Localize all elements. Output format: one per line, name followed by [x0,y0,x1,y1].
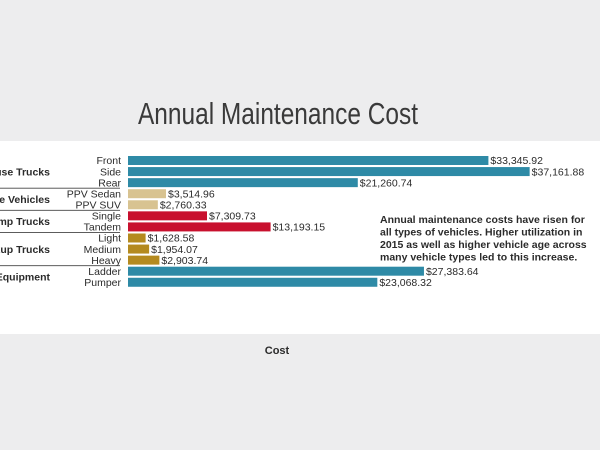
bar [128,255,160,265]
bar [128,266,424,276]
category-label: Ladder [88,266,121,278]
bar [128,211,208,221]
bar [128,200,158,210]
value-label: $2,903.74 [161,255,208,267]
group-label: ce Vehicles [0,194,50,206]
chart-title: Annual Maintenance Cost [138,96,418,131]
category-label: Heavy [91,255,122,267]
annotation-line: Annual maintenance costs have risen for [380,214,585,226]
bar [128,167,530,177]
value-label: $27,383.64 [426,266,479,278]
group-label: mp Trucks [0,216,50,228]
bar [128,277,378,287]
category-label: Front [96,155,121,167]
bar-rows: Front $33,345.92 Side $37,161.88 Rear $21,260… [67,155,585,289]
bar [128,156,489,165]
value-label: $3,514.96 [168,188,215,200]
category-label: Rear [98,177,121,189]
annotation-line: 2015 as well as higher vehicle age acros… [380,239,587,251]
category-label: PPV Sedan [67,188,121,200]
bar [128,178,358,188]
category-label: Light [98,233,121,245]
value-label: $33,345.92 [490,155,543,167]
group-labels: use Trucks ce Vehicles mp Trucks kup Trucks… [0,166,120,283]
bar [128,222,271,232]
value-label: $13,193.15 [273,222,326,234]
value-label: $1,628.58 [148,233,195,245]
category-label: PPV SUV [75,199,121,211]
category-label: Single [92,211,121,223]
x-axis-label: Cost [265,345,290,357]
value-label: $7,309.73 [209,211,256,223]
annotation-note: Annual maintenance costs have risen for a… [380,214,587,264]
group-label: use Trucks [0,166,50,178]
annotation-line: many vehicle types led to this increase. [380,252,577,264]
category-label: Medium [84,244,122,256]
annotation-line: all types of vehicles. Higher utilizatio… [380,227,582,239]
group-label: Equipment [0,271,51,283]
value-label: $2,760.33 [160,199,207,211]
category-label: Pumper [84,277,121,289]
value-label: $1,954.07 [151,244,198,256]
bar [128,244,150,254]
bar [128,189,166,199]
group-label: kup Trucks [0,244,50,256]
value-label: $37,161.88 [532,166,585,178]
value-label: $23,068.32 [379,277,432,289]
value-label: $21,260.74 [360,177,413,189]
category-label: Side [100,166,121,178]
category-label: Tandem [84,222,122,234]
bar [128,233,146,243]
